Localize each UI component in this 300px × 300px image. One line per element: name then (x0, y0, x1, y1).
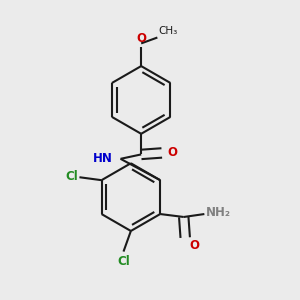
Text: O: O (136, 32, 146, 46)
Text: O: O (190, 239, 200, 252)
Text: Cl: Cl (117, 254, 130, 268)
Text: Cl: Cl (65, 170, 78, 183)
Text: NH₂: NH₂ (206, 206, 231, 219)
Text: CH₃: CH₃ (159, 26, 178, 36)
Text: HN: HN (93, 152, 113, 165)
Text: O: O (167, 146, 177, 159)
